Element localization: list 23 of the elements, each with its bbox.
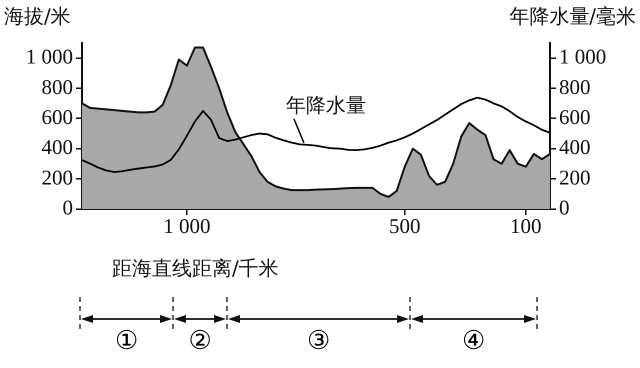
text: ④	[462, 326, 485, 356]
y-tick-label: 600	[42, 104, 73, 129]
y2-tick-label: 1 000	[559, 44, 606, 69]
y2-tick-label: 800	[559, 74, 590, 99]
x-axis-title: 距海直线距离/千米	[112, 256, 279, 280]
text: ①	[115, 326, 138, 356]
y-tick-label: 200	[42, 165, 73, 190]
y2-tick-label: 400	[559, 135, 590, 160]
y-tick-label: 800	[42, 74, 73, 99]
y-tick-label: 1 000	[26, 44, 73, 69]
y-axis-title: 海拔/米	[4, 4, 71, 28]
x-tick-label: 1 000	[163, 214, 211, 238]
text: ②	[188, 326, 212, 356]
series-label: 年降水量	[286, 92, 366, 117]
y2-axis-title: 年降水量/毫米	[509, 4, 636, 28]
x-tick-label: 500	[389, 214, 421, 238]
y2-tick-label: 200	[559, 165, 590, 190]
y2-tick-label: 600	[559, 104, 590, 129]
y-tick-label: 0	[62, 196, 73, 220]
y2-tick-label: 0	[559, 196, 570, 220]
y-tick-label: 400	[42, 135, 73, 160]
text: ③	[307, 326, 330, 356]
x-tick-label: 100	[510, 214, 542, 238]
